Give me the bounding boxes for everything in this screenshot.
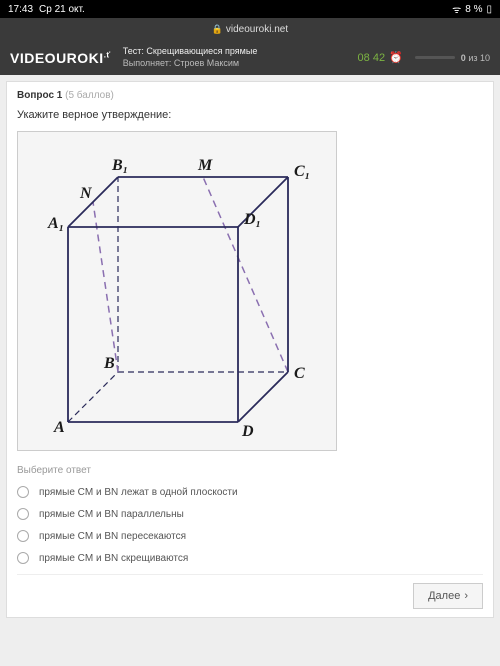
option-label: прямые CM и BN лежат в одной плоскости <box>39 487 238 498</box>
battery-text: 8 % <box>465 4 482 15</box>
geometry-diagram: A D C B A₁ D₁ C₁ B₁ N M <box>17 131 337 451</box>
status-date: Ср 21 окт. <box>39 4 85 15</box>
svg-text:D: D <box>241 423 254 440</box>
question-text: Укажите верное утверждение: <box>17 109 483 121</box>
option-0[interactable]: прямые CM и BN лежат в одной плоскости <box>17 486 483 498</box>
answer-label: Выберите ответ <box>17 465 483 476</box>
svg-text:N: N <box>79 185 93 202</box>
wifi-icon: ᯤ <box>452 2 461 16</box>
chevron-right-icon: › <box>464 590 468 602</box>
radio-icon <box>17 486 29 498</box>
question-card: Вопрос 1 (5 баллов) Укажите верное утвер… <box>6 81 494 618</box>
svg-text:M: M <box>197 157 213 174</box>
status-time: 17:43 <box>8 4 33 15</box>
progress: 0 из 10 <box>415 53 490 63</box>
next-button[interactable]: Далее › <box>413 583 483 609</box>
alarm-icon: ⏰ <box>389 51 403 64</box>
app-header: VIDEOUROKI.ť Тест: Скрещивающиеся прямые… <box>0 40 500 75</box>
url-bar: 🔒 videouroki.net <box>0 18 500 40</box>
progress-bar <box>415 56 455 59</box>
test-info: Тест: Скрещивающиеся прямые Выполняет: С… <box>123 46 346 69</box>
svg-text:A₁: A₁ <box>47 215 64 232</box>
option-label: прямые CM и BN скрещиваются <box>39 553 188 564</box>
svg-text:B: B <box>103 355 115 372</box>
battery-icon: ▯ <box>486 4 492 15</box>
svg-text:B₁: B₁ <box>111 157 128 174</box>
svg-text:C: C <box>294 365 305 382</box>
card-footer: Далее › <box>17 574 483 609</box>
radio-icon <box>17 552 29 564</box>
option-2[interactable]: прямые CM и BN пересекаются <box>17 530 483 542</box>
radio-icon <box>17 530 29 542</box>
svg-text:D₁: D₁ <box>243 211 261 228</box>
option-label: прямые CM и BN пересекаются <box>39 531 186 542</box>
option-3[interactable]: прямые CM и BN скрещиваются <box>17 552 483 564</box>
status-bar: 17:43 Ср 21 окт. ᯤ 8 % ▯ <box>0 0 500 18</box>
svg-text:C₁: C₁ <box>294 163 310 180</box>
svg-text:A: A <box>53 419 65 436</box>
lock-icon: 🔒 <box>212 24 223 35</box>
question-number: Вопрос 1 (5 баллов) <box>17 90 483 101</box>
url-text: videouroki.net <box>226 24 288 35</box>
option-1[interactable]: прямые CM и BN параллельны <box>17 508 483 520</box>
logo[interactable]: VIDEOUROKI.ť <box>10 50 111 66</box>
option-label: прямые CM и BN параллельны <box>39 509 184 520</box>
radio-icon <box>17 508 29 520</box>
timer: 08 42 ⏰ <box>358 51 403 64</box>
